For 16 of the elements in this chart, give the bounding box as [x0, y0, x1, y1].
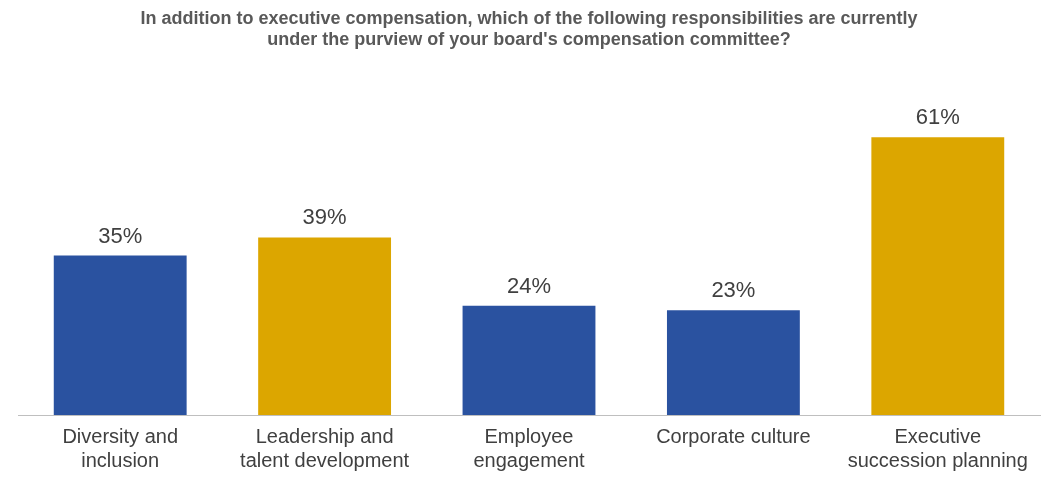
bar [462, 305, 596, 415]
x-tick-label: Diversity and inclusion [62, 424, 178, 471]
bar [53, 255, 187, 415]
bar [666, 310, 800, 415]
bar [258, 237, 392, 415]
x-tick-label: Executive succession planning [847, 424, 1028, 471]
x-tick-label: Corporate culture [656, 424, 811, 447]
data-label: 23% [711, 277, 756, 303]
x-tick-label: Leadership and talent development [240, 424, 410, 471]
data-label: 24% [506, 272, 552, 298]
chart-title: In addition to executive compensation, which of the following responsibilities are currently under the purview of your board's compensation committee? [140, 7, 918, 50]
data-label: 39% [302, 204, 347, 230]
x-tick-label: Employee engagement [473, 424, 586, 471]
data-label: 61% [915, 104, 960, 130]
data-label: 35% [98, 222, 143, 248]
bar [871, 137, 1005, 415]
